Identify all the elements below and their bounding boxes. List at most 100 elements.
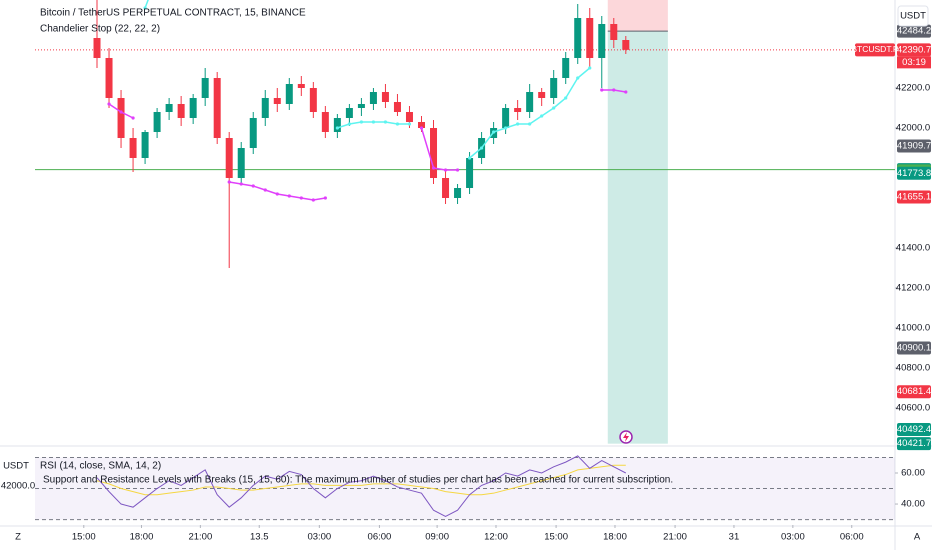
x-tick-label: 18:00 <box>130 532 154 543</box>
y-tick-label: 40800.0 <box>896 363 930 374</box>
y-tick-label: 42000.0 <box>896 123 930 134</box>
x-tick-label: 13.5 <box>250 532 269 543</box>
chart-title: Bitcoin / TetherUS PERPETUAL CONTRACT, 1… <box>40 8 306 19</box>
rsi-side-value: 42000.0 <box>1 481 35 492</box>
candle-body <box>442 178 450 198</box>
stop-dot <box>540 114 544 118</box>
candle-body <box>177 104 185 118</box>
candle-body <box>417 122 425 128</box>
long-stop-line <box>144 0 149 9</box>
candle-body <box>285 84 293 104</box>
price-tag <box>897 423 931 437</box>
price-tag <box>897 341 931 355</box>
stop-dot <box>131 116 135 120</box>
candle-body <box>586 18 594 58</box>
price-tag-label: 42484.2 <box>897 26 931 37</box>
price-tag-label: 41909.7 <box>897 141 931 152</box>
stop-dot <box>395 122 400 126</box>
stop-dot <box>612 88 616 92</box>
price-tag <box>897 24 931 38</box>
stop-dot <box>564 96 568 100</box>
price-tag <box>897 190 931 204</box>
stop-dot <box>552 106 556 110</box>
candle-body <box>622 40 630 50</box>
stop-dot <box>504 126 508 130</box>
candle-body <box>117 98 125 138</box>
x-tick-label: 06:00 <box>840 532 864 543</box>
rsi-tick-label: 60.00 <box>901 468 925 479</box>
x-tick-label: 06:00 <box>368 532 392 543</box>
price-tag <box>897 43 931 57</box>
stop-dot <box>227 180 231 184</box>
candle-body <box>538 92 546 98</box>
candle-body <box>297 84 305 88</box>
candle-body <box>345 108 353 118</box>
candle-body <box>165 104 173 112</box>
stop-dot <box>431 166 436 170</box>
stop-dot <box>275 192 279 196</box>
symbol-tag <box>855 43 895 57</box>
corner-left[interactable]: Z <box>15 532 21 543</box>
x-tick-label: 21:00 <box>663 532 687 543</box>
stop-dot <box>119 110 123 114</box>
stop-zone <box>607 0 668 32</box>
candle-body <box>562 58 570 78</box>
currency-button[interactable] <box>897 5 929 27</box>
x-tick-label: 12:00 <box>484 532 508 543</box>
price-tag-label: 40492.4 <box>897 424 931 435</box>
candle-body <box>225 138 233 178</box>
x-tick-label: 09:00 <box>425 532 449 543</box>
rsi-ma-line <box>96 464 626 496</box>
stop-dot <box>467 156 472 160</box>
x-tick-label: 21:00 <box>188 532 212 543</box>
rsi-title: RSI (14, close, SMA, 14, 2) <box>40 461 161 472</box>
y-tick-label: 41400.0 <box>896 243 930 254</box>
candle-body <box>249 118 257 148</box>
candle-body <box>574 18 582 58</box>
candle-body <box>381 92 389 102</box>
price-tag-label: 40421.7 <box>897 438 931 449</box>
price-tag-label: 42390.7 <box>897 44 931 55</box>
candle-body <box>405 112 413 122</box>
short-stop-line <box>420 127 458 171</box>
stop-dot <box>359 120 364 124</box>
stop-dot <box>455 168 460 172</box>
stop-dot <box>143 6 147 10</box>
stop-dot <box>299 196 303 200</box>
y-tick-label: 40600.0 <box>896 403 930 414</box>
stop-dot <box>588 66 592 70</box>
corner-right[interactable]: A <box>914 532 921 543</box>
stop-dot <box>335 126 339 130</box>
candle-body <box>213 78 221 138</box>
currency-label[interactable]: USDT <box>900 11 926 22</box>
stop-dot <box>107 102 111 106</box>
candle-body <box>598 24 606 58</box>
candle-body <box>129 138 137 158</box>
candle-body <box>321 112 329 132</box>
stop-dot <box>600 88 604 92</box>
price-tag <box>897 385 931 399</box>
stop-dot <box>323 196 327 200</box>
price-tag <box>897 139 931 153</box>
candle-body <box>466 158 474 188</box>
stop-dot <box>263 188 267 192</box>
price-tag-label: 40900.1 <box>897 342 931 353</box>
stop-dot <box>347 122 351 126</box>
candle-body <box>550 78 558 98</box>
candle-body <box>93 38 101 58</box>
stop-dot <box>516 122 520 126</box>
main-pane <box>35 0 895 444</box>
candle-body <box>526 92 534 112</box>
symbol-tag-label: BTCUSDT.P <box>851 44 899 54</box>
stop-dot <box>528 122 532 126</box>
price-tag <box>897 166 931 180</box>
stop-dot <box>492 130 496 134</box>
candle-body <box>189 98 197 118</box>
candle-body <box>514 108 522 112</box>
candle-body <box>502 108 510 128</box>
stop-dot <box>251 184 255 188</box>
candle-body <box>369 92 377 104</box>
candle-body <box>430 128 438 178</box>
candle-body <box>273 98 281 104</box>
